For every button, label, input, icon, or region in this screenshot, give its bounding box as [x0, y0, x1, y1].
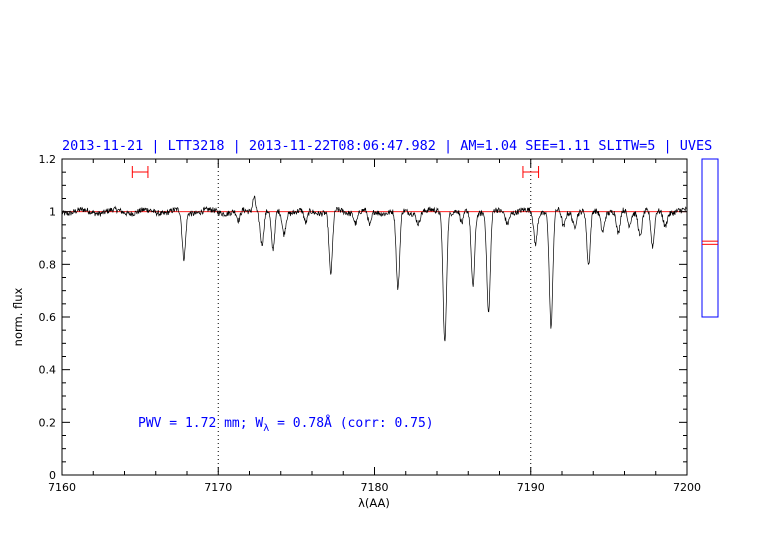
x-tick-label: 7190 — [517, 481, 545, 494]
y-tick-label: 1.2 — [39, 153, 57, 166]
x-tick-label: 7170 — [204, 481, 232, 494]
x-tick-label: 7160 — [48, 481, 76, 494]
annotation-suffix: = 0.78Å (corr: 0.75) — [269, 415, 433, 431]
y-tick-label: 0.2 — [39, 416, 57, 429]
x-tick-label: 7200 — [673, 481, 701, 494]
y-tick-label: 0 — [49, 469, 56, 482]
y-tick-label: 0.4 — [39, 364, 57, 377]
x-tick-label: 7180 — [361, 481, 389, 494]
axis-ticks — [61, 158, 688, 476]
x-tick-labels: 7160 7170 7180 7190 7200 — [48, 481, 701, 494]
y-tick-labels: 0 0.2 0.4 0.6 0.8 1 1.2 — [39, 153, 57, 482]
annotation-subscript: λ — [263, 423, 269, 434]
x-axis-label: λ(AA) — [358, 496, 390, 510]
side-panel — [701, 158, 719, 318]
y-axis-label: norm. flux — [11, 287, 25, 346]
y-tick-label: 0.8 — [39, 258, 57, 271]
pwv-annotation: PWV = 1.72 mm; Wλ = 0.78Å (corr: 0.75) — [138, 415, 434, 434]
annotation-prefix: PWV = 1.72 mm; W — [138, 416, 263, 431]
y-tick-label: 1 — [49, 206, 56, 219]
side-panel-frame — [701, 158, 719, 318]
chart-title: 2013-11-21 | LTT3218 | 2013-11-22T08:06:… — [62, 138, 712, 154]
continuum-interval-markers — [131, 166, 540, 178]
spectrum-group — [61, 195, 688, 342]
spectrum-line — [61, 195, 688, 342]
y-tick-label: 0.6 — [39, 311, 57, 324]
